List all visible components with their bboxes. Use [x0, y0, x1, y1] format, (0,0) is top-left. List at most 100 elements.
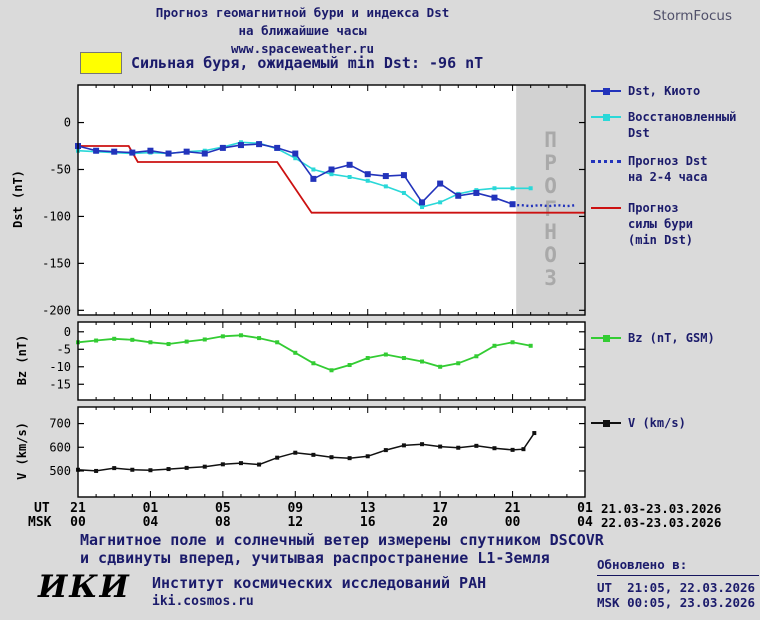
- y-tick-label: -15: [49, 377, 71, 391]
- title-block: Прогноз геомагнитной бури и индекса Dst …: [30, 5, 575, 56]
- data-point-marker: [219, 144, 226, 151]
- legend-label-v: V (km/s): [628, 416, 686, 430]
- y-tick-label: 600: [49, 440, 71, 454]
- y-tick-label: 500: [49, 464, 71, 478]
- data-point-marker: [183, 148, 190, 155]
- x-tick-label: 01: [577, 501, 593, 516]
- data-point-marker: [365, 454, 370, 459]
- x-tick-label: 21: [70, 501, 86, 516]
- legend-swatch-bz: [591, 332, 621, 345]
- x-tick-label: 05: [215, 501, 231, 516]
- data-point-marker: [455, 192, 462, 199]
- data-point-marker: [528, 343, 533, 348]
- x-tick-label: 12: [287, 515, 304, 530]
- x-tick-label: 21: [504, 501, 521, 516]
- page-subtitle: на ближайшие часы: [238, 23, 367, 38]
- ut-date-range: 21.03-23.03.2026: [601, 501, 722, 516]
- page-title: Прогноз геомагнитной бури и индекса Dst: [155, 5, 450, 20]
- y-tick-label: -10: [49, 360, 71, 374]
- panel-background: [78, 322, 585, 400]
- data-point-marker: [257, 462, 262, 467]
- data-point-marker: [166, 342, 171, 347]
- legend-swatch-dst-restored: [591, 111, 621, 124]
- data-point-marker: [400, 172, 407, 179]
- data-point-marker: [130, 467, 135, 472]
- data-point-marker: [275, 455, 280, 460]
- data-point-marker: [94, 338, 99, 343]
- y-tick-label: -150: [42, 256, 71, 270]
- data-point-marker: [509, 201, 516, 208]
- y-tick-label: 0: [64, 325, 71, 339]
- y-tick-label: -100: [42, 209, 71, 223]
- x-tick-label: 17: [432, 501, 448, 516]
- data-point-marker: [528, 186, 533, 191]
- storm-alert: Сильная буря, ожидаемый min Dst: -96 nT: [80, 52, 483, 74]
- data-point-marker: [420, 205, 425, 210]
- data-point-marker: [347, 363, 352, 368]
- x-tick-label: 00: [504, 515, 521, 530]
- legend-label-dst-forecast: Прогноз Dst на 2-4 часа: [628, 154, 708, 184]
- data-point-marker: [437, 180, 444, 187]
- updated-block: Обновлено в: UT 21:05, 22.03.2026 MSK 00…: [597, 557, 759, 610]
- series-dst-forecast: [512, 203, 577, 208]
- legend-item-dst-kyoto: Dst, Киото: [591, 83, 700, 99]
- data-point-marker: [310, 175, 317, 182]
- x-tick-label: 04: [577, 515, 593, 530]
- forecast-band: [516, 85, 585, 315]
- data-point-marker: [329, 455, 334, 460]
- legend-swatch-storm-forecast: [591, 202, 621, 215]
- legend-label-storm-forecast: Прогноз силы бури (min Dst): [628, 201, 694, 247]
- data-point-marker: [220, 334, 225, 339]
- data-point-marker: [129, 149, 136, 156]
- series-bz: [77, 334, 531, 372]
- data-point-marker: [292, 150, 299, 157]
- y-axis-label-v: V (km/s): [15, 422, 29, 480]
- legend-label-bz: Bz (nT, GSM): [628, 331, 715, 345]
- data-point-marker: [148, 340, 153, 345]
- data-point-marker: [438, 364, 443, 369]
- data-point-marker: [184, 465, 189, 470]
- data-point-marker: [365, 356, 370, 361]
- data-point-marker: [474, 443, 479, 448]
- y-tick-label: -50: [49, 162, 71, 176]
- data-point-marker: [293, 156, 298, 161]
- data-source-note-line2: и сдвинуты вперед, учитывая распростране…: [80, 549, 550, 567]
- msk-tick-row: 00 04 08 12 16 20 00 04: [0, 515, 760, 531]
- x-tick-label: 20: [432, 515, 448, 530]
- data-point-marker: [492, 186, 497, 191]
- data-point-marker: [93, 147, 100, 154]
- data-point-marker: [510, 340, 515, 345]
- forecast-band-label-letter: П: [544, 128, 557, 152]
- x-tick-label: 09: [287, 501, 304, 516]
- panel-bz: 0 -5 -10 -15: [49, 321, 586, 401]
- forecast-band-label-letter: О: [544, 243, 557, 267]
- x-tick-label: 16: [359, 515, 376, 530]
- data-point-marker: [311, 167, 316, 172]
- institute-name: Институт космических исследований РАН: [152, 574, 487, 592]
- data-point-marker: [347, 456, 352, 461]
- forecast-band-label-letter: Р: [544, 151, 557, 175]
- legend-item-dst-restored: Восстановленный Dst: [591, 109, 736, 141]
- data-point-marker: [257, 336, 262, 341]
- y-tick-label: 0: [64, 116, 71, 130]
- data-point-marker: [94, 468, 99, 473]
- legend-label-dst-kyoto: Dst, Киото: [628, 84, 701, 98]
- forecast-band-label-letter: О: [544, 174, 557, 198]
- ut-tick-row: 21 01 05 09 13 17 21 01: [0, 501, 760, 517]
- data-point-marker: [311, 452, 316, 457]
- data-point-marker: [184, 339, 189, 344]
- data-point-marker: [401, 356, 406, 361]
- square-marker-icon: [603, 88, 610, 95]
- data-point-marker: [420, 442, 425, 447]
- data-point-marker: [111, 148, 118, 155]
- legend-item-bz: Bz (nT, GSM): [591, 330, 715, 346]
- forecast-band-label-letter: Г: [544, 197, 557, 221]
- data-point-marker: [438, 200, 443, 205]
- data-point-marker: [364, 171, 371, 178]
- data-point-marker: [473, 189, 480, 196]
- data-point-marker: [456, 361, 461, 366]
- storm-level-swatch: [80, 52, 122, 74]
- data-point-marker: [220, 462, 225, 467]
- y-axis-label-dst: Dst (nT): [11, 170, 25, 228]
